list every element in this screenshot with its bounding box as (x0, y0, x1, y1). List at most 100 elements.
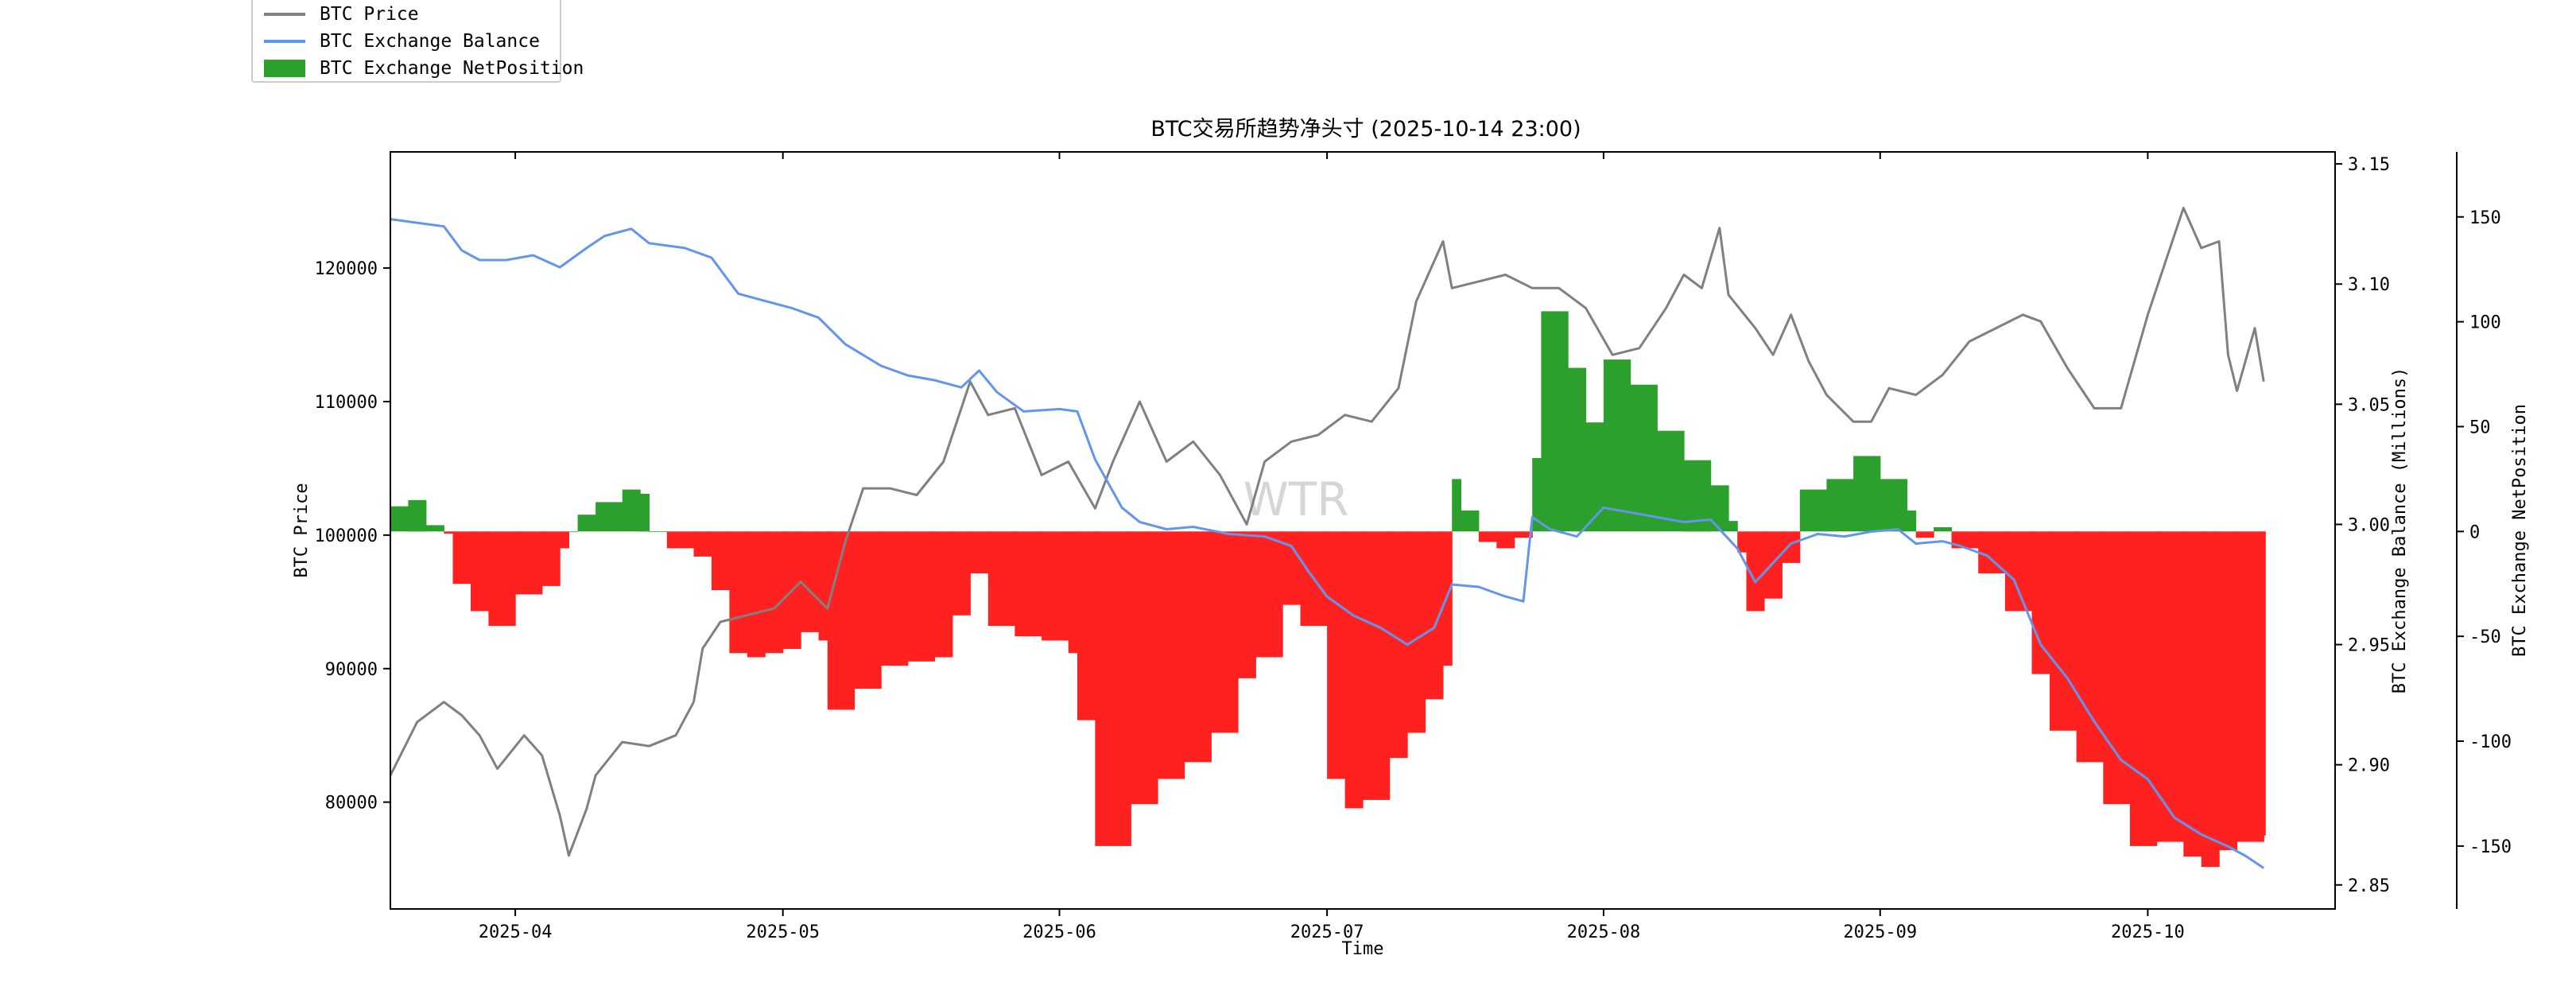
price-axis-label: BTC Price (292, 483, 312, 577)
netposition-bar (1568, 367, 1587, 532)
netposition-bar (1131, 531, 1158, 805)
netposition-bar (1068, 531, 1078, 654)
netposition-bar (1782, 531, 1801, 563)
legend-label-price: BTC Price (320, 4, 419, 25)
netposition-bar (515, 531, 543, 595)
watermark: WTR (1243, 472, 1348, 526)
netposition-bar (1095, 531, 1131, 846)
netposition-bar (1452, 479, 1461, 532)
netposition-bar (1157, 531, 1185, 779)
netposition-bar (1710, 485, 1729, 532)
netposition-bar (666, 531, 695, 549)
netposition-bar (1327, 531, 1346, 779)
netposition-tick-label: 150 (2469, 208, 2501, 228)
netposition-bar (1737, 531, 1747, 553)
netposition-bar (1255, 531, 1283, 658)
netposition-tick-label: -100 (2469, 732, 2512, 752)
netposition-bar (1585, 422, 1604, 532)
netposition-bar (2264, 531, 2266, 836)
price-axis-ticks: 80000 90000 100000 110000 120000 (315, 259, 390, 814)
chart-legend: BTC Price BTC Exchange Balance BTC Excha… (251, 0, 584, 83)
balance-tick-label: 3.10 (2348, 275, 2390, 295)
balance-tick-label: 3.05 (2348, 395, 2390, 415)
netposition-bar (2129, 531, 2158, 846)
price-line (389, 207, 2265, 857)
plot-area-frame (390, 151, 2336, 910)
netposition-tick-label: -50 (2469, 627, 2501, 647)
netposition-bar (1799, 489, 1828, 532)
balance-tick-label: 2.85 (2348, 876, 2390, 896)
netposition-bar (568, 531, 579, 533)
netposition-bar (2156, 531, 2184, 842)
netposition-bar (1389, 531, 1408, 759)
price-tick-label: 110000 (315, 393, 378, 413)
balance-tick-label: 3.15 (2348, 155, 2390, 175)
netposition-bar (729, 531, 748, 654)
x-tick-label: 2025-08 (1567, 922, 1641, 942)
netposition-bar (444, 531, 454, 534)
netposition-bar (711, 531, 730, 591)
netposition-bar (1532, 458, 1542, 532)
netposition-bar (577, 515, 596, 532)
netposition-bar (747, 531, 766, 658)
legend-label-netposition: BTC Exchange NetPosition (320, 58, 584, 79)
netposition-bar (541, 531, 561, 586)
netposition-bar (1541, 311, 1569, 532)
netposition-bar (1728, 521, 1738, 532)
netposition-bar (818, 531, 828, 641)
netposition-bar (1880, 479, 1908, 532)
netposition-bar (907, 531, 936, 662)
price-tick-label: 100000 (315, 526, 378, 546)
x-tick-label: 2025-10 (2111, 922, 2185, 942)
netposition-bar (596, 502, 623, 532)
x-tick-label: 2025-04 (479, 922, 553, 942)
balance-axis-ticks: 2.85 2.90 2.95 3.00 3.05 3.10 3.15 (2335, 155, 2390, 896)
balance-line (390, 218, 2265, 869)
x-tick-label: 2025-09 (1843, 922, 1917, 942)
netposition-bar (471, 531, 489, 612)
netposition-tick-label: -150 (2469, 837, 2512, 857)
balance-tick-label: 2.95 (2348, 636, 2390, 656)
legend-item-netposition: BTC Exchange NetPosition (264, 56, 584, 81)
netposition-bar (1853, 456, 1881, 532)
legend-swatch-netposition (264, 60, 305, 77)
netposition-bar (1951, 531, 1979, 549)
netposition-bar (1603, 359, 1631, 532)
price-tick-label: 90000 (325, 660, 378, 680)
chart-title: BTC交易所趋势净头寸 (2025-10-14 23:00) (1150, 117, 1581, 142)
netposition-tick-label: 50 (2469, 418, 2491, 437)
netposition-bar (1978, 531, 2006, 573)
netposition-bar (693, 531, 712, 557)
netposition-bar (970, 531, 989, 573)
netposition-bar (801, 531, 820, 632)
netposition-bar (1496, 531, 1515, 549)
x-axis-ticks: 2025-04 2025-05 2025-06 2025-07 2025-08 2025-… (479, 152, 2185, 942)
netposition-bar (1907, 510, 1917, 532)
x-tick-label: 2025-06 (1022, 922, 1096, 942)
netposition-bar (2237, 531, 2264, 842)
netposition-bar (987, 531, 1016, 626)
netposition-bar (1443, 531, 1453, 666)
netposition-bars (390, 311, 2266, 868)
netposition-bar (2031, 531, 2050, 674)
netposition-bar (452, 531, 471, 584)
netposition-bar (408, 499, 427, 532)
x-axis-label: Time (1342, 939, 1384, 959)
netposition-bar (854, 531, 882, 689)
netposition-bar (2076, 531, 2104, 763)
netposition-bar (2219, 531, 2238, 851)
netposition-bar (1077, 531, 1096, 720)
netposition-axis-label: BTC Exchange NetPosition (2510, 404, 2530, 657)
x-tick-label: 2025-05 (746, 922, 820, 942)
netposition-bar (640, 493, 650, 532)
netposition-bar (1763, 531, 1783, 599)
netposition-bar (425, 525, 444, 532)
netposition-bar (560, 531, 569, 549)
x-tick-label: 2025-07 (1290, 922, 1364, 942)
netposition-bar (1826, 479, 1854, 532)
netposition-bar (2004, 531, 2033, 612)
netposition-bar (1657, 430, 1685, 532)
balance-axis-label: BTC Exchange Balance (Millions) (2390, 367, 2410, 694)
netposition-bar (1211, 531, 1239, 733)
